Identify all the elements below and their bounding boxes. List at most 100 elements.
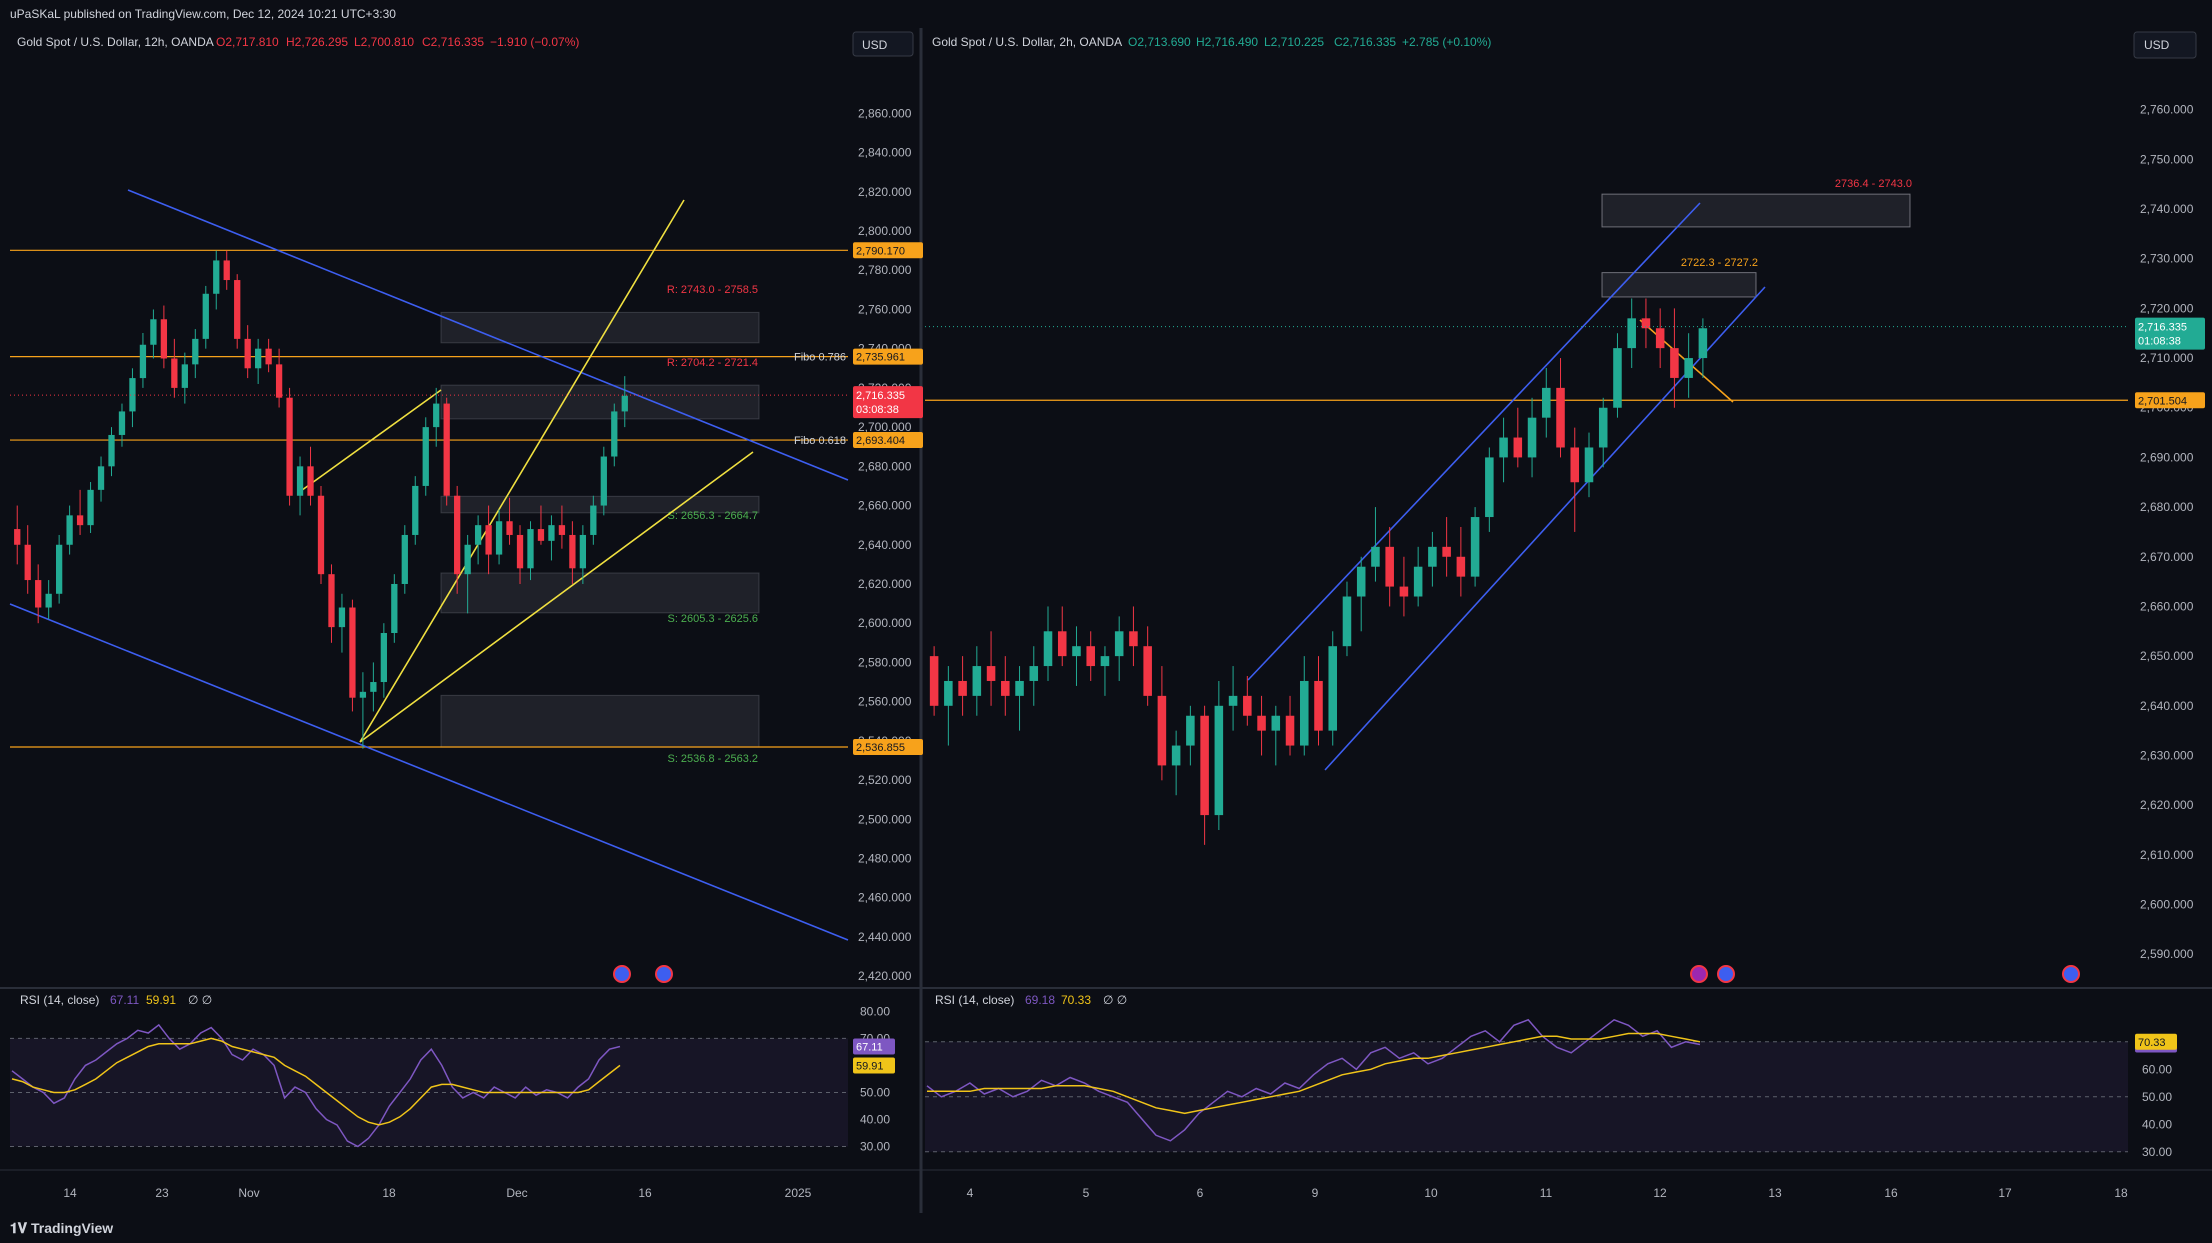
left-chart-panel[interactable]: Gold Spot / U.S. Dollar, 12h, OANDA O2,7… — [9, 31, 923, 1200]
left-candle-body — [55, 544, 63, 594]
left-rsi-y-tick: 80.00 — [860, 1004, 890, 1018]
right-candle-body — [1613, 348, 1622, 408]
right-candle-body — [1043, 631, 1053, 667]
left-y-tick-label: 2,800.000 — [858, 224, 912, 238]
left-candle-body — [255, 348, 262, 369]
left-event-flag-icon-2[interactable] — [655, 965, 673, 983]
left-candle-body — [359, 691, 367, 698]
left-currency-label: USD — [862, 38, 888, 52]
right-x-tick-label: 6 — [1197, 1186, 1204, 1200]
left-candle-body — [76, 515, 84, 526]
left-rsi-value-tag-text: 67.11 — [856, 1042, 883, 1054]
left-ohlc-open: O2,717.810 — [216, 35, 279, 49]
left-symbol-title: Gold Spot / U.S. Dollar, 12h, OANDA — [17, 35, 214, 49]
right-currency-button[interactable] — [2133, 31, 2197, 59]
left-candle-body — [611, 411, 618, 457]
left-current-price-tag — [853, 386, 923, 419]
chart-canvas[interactable]: Gold Spot / U.S. Dollar, 12h, OANDA O2,7… — [0, 0, 2212, 1213]
left-rsi-line — [11, 1023, 621, 1148]
right-chart-panel[interactable]: Gold Spot / U.S. Dollar, 2h, OANDA O2,71… — [925, 31, 2205, 1200]
left-candle-body — [328, 574, 335, 628]
left-y-tick-label: 2,780.000 — [858, 263, 912, 277]
left-candle-body — [537, 529, 545, 541]
left-zone-label: R: 2704.2 - 2721.4 — [667, 357, 758, 369]
right-candle-body — [1684, 358, 1693, 378]
right-candle-body — [1627, 318, 1636, 349]
right-zone-label: 2736.4 - 2743.0 — [1835, 178, 1912, 190]
right-candle-body — [1499, 437, 1508, 458]
right-candle-body — [1243, 695, 1252, 716]
right-candle-body — [986, 666, 996, 681]
right-y-tick-label: 2,620.000 — [2140, 798, 2194, 812]
right-trend-line — [1247, 202, 1701, 681]
right-candle-body — [1114, 631, 1124, 657]
right-x-tick-label: 16 — [1884, 1186, 1898, 1200]
left-candle-body — [160, 319, 168, 359]
left-candle-body — [579, 534, 587, 569]
left-candle-body — [108, 434, 115, 467]
right-candle-body — [1086, 646, 1095, 667]
left-candle-body — [202, 293, 209, 339]
left-y-tick-label: 2,580.000 — [858, 655, 912, 669]
right-y-tick-label: 2,640.000 — [2140, 699, 2194, 713]
left-candle-body — [600, 456, 607, 506]
left-candle-body — [234, 280, 241, 339]
left-rsi-ma-tag-text: 59.91 — [856, 1060, 884, 1072]
tradingview-brand: TradingView — [30, 1220, 114, 1236]
right-symbol-title: Gold Spot / U.S. Dollar, 2h, OANDA — [932, 35, 1122, 49]
left-y-tick-label: 2,660.000 — [858, 499, 912, 513]
left-rsi-label: RSI (14, close) — [20, 993, 99, 1007]
right-ohlc-high: H2,716.490 — [1196, 35, 1258, 49]
left-candle-body — [485, 525, 492, 555]
left-rsi-y-tick: 30.00 — [860, 1139, 890, 1153]
right-current-price-text: 2,716.335 — [2138, 322, 2187, 334]
left-zone-label: S: 2656.3 - 2664.7 — [667, 510, 758, 522]
right-candle-body — [1157, 695, 1167, 766]
right-candle-body — [972, 666, 982, 696]
right-rsi-y-tick: 60.00 — [2142, 1062, 2172, 1076]
left-ohlc-change: −1.910 (−0.07%) — [490, 35, 579, 49]
right-lightning-event-icon[interactable] — [1690, 965, 1708, 983]
right-candle-body — [1057, 631, 1067, 657]
left-rsi-ma-value: 59.91 — [146, 993, 176, 1007]
right-x-tick-label: 5 — [1083, 1186, 1090, 1200]
right-y-tick-label: 2,630.000 — [2140, 748, 2194, 762]
left-level-tag-text: 2,536.855 — [856, 742, 905, 754]
right-y-tick-label: 2,750.000 — [2140, 152, 2194, 166]
left-currency-button[interactable] — [852, 31, 914, 57]
right-level-tag-text: 2,701.504 — [2138, 395, 2187, 407]
left-zone-box — [440, 384, 760, 420]
right-candle-body — [1143, 646, 1152, 696]
right-candle-body — [1072, 646, 1081, 657]
right-rsi-value: 69.18 — [1025, 993, 1055, 1007]
left-zone-box — [440, 311, 760, 344]
left-x-tick-label: 14 — [63, 1186, 77, 1200]
left-candle-body — [45, 593, 52, 608]
left-candle-body — [527, 529, 534, 569]
right-candle-body — [1556, 387, 1565, 448]
left-rsi-extra: ∅ ∅ — [188, 993, 212, 1007]
right-y-tick-label: 2,760.000 — [2140, 103, 2194, 117]
left-zone-label: S: 2605.3 - 2625.6 — [667, 613, 758, 625]
left-y-tick-label: 2,420.000 — [858, 969, 912, 983]
right-x-tick-label: 12 — [1653, 1186, 1667, 1200]
right-y-tick-label: 2,690.000 — [2140, 450, 2194, 464]
left-y-tick-label: 2,480.000 — [858, 852, 912, 866]
right-candle-body — [1228, 695, 1238, 706]
tradingview-logo[interactable]: 𝟏𝐕 TradingView — [10, 1220, 113, 1237]
right-y-tick-label: 2,610.000 — [2140, 848, 2194, 862]
left-ohlc-low: L2,700.810 — [354, 35, 414, 49]
left-zone-label: S: 2536.8 - 2563.2 — [667, 753, 758, 765]
left-trend-line — [297, 389, 442, 494]
left-rsi-y-tick: 50.00 — [860, 1085, 890, 1099]
right-event-flag-icon[interactable] — [1717, 965, 1735, 983]
left-event-flag-icon[interactable] — [613, 965, 631, 983]
right-candle-body — [1527, 417, 1537, 458]
right-candle-body — [1385, 546, 1394, 587]
right-x-tick-label: 9 — [1312, 1186, 1319, 1200]
right-current-price-tag — [2135, 317, 2205, 350]
right-event-flag-icon-2[interactable] — [2062, 965, 2080, 983]
left-candle-body — [192, 338, 199, 365]
right-candle-body — [1399, 586, 1409, 597]
right-candle-body — [1513, 437, 1523, 458]
